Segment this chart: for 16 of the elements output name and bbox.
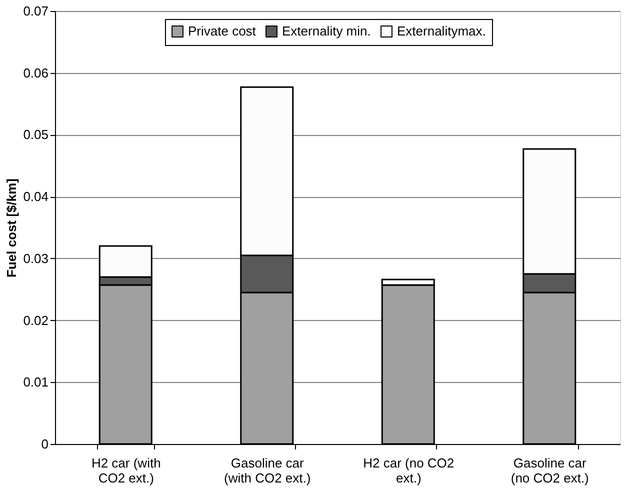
y-tick-label: 0.01 xyxy=(23,374,48,390)
x-tick-label: H2 car (with CO2 ext.) xyxy=(91,456,161,486)
y-tick-label: 0.03 xyxy=(23,250,48,266)
y-tick-label: 0.06 xyxy=(23,65,48,80)
legend-label: Externalitymax. xyxy=(397,24,486,39)
legend-label: Private cost xyxy=(188,24,256,39)
y-tick-label: 0.05 xyxy=(23,127,48,142)
y-tick-label: 0 xyxy=(41,436,48,452)
x-tick-label: Gasoline car (no CO2 ext.) xyxy=(510,456,589,486)
y-tick-label: 0.04 xyxy=(23,189,48,204)
x-tick-label: H2 car (no CO2 ext.) xyxy=(363,456,454,486)
x-tick-label: Gasoline car (with CO2 ext.) xyxy=(224,456,311,486)
legend-label: Externality min. xyxy=(282,24,371,39)
y-axis-title: Fuel cost [$/km] xyxy=(4,178,20,278)
y-tick-label: 0.02 xyxy=(23,312,48,328)
y-tick-label: 0.07 xyxy=(23,4,48,18)
